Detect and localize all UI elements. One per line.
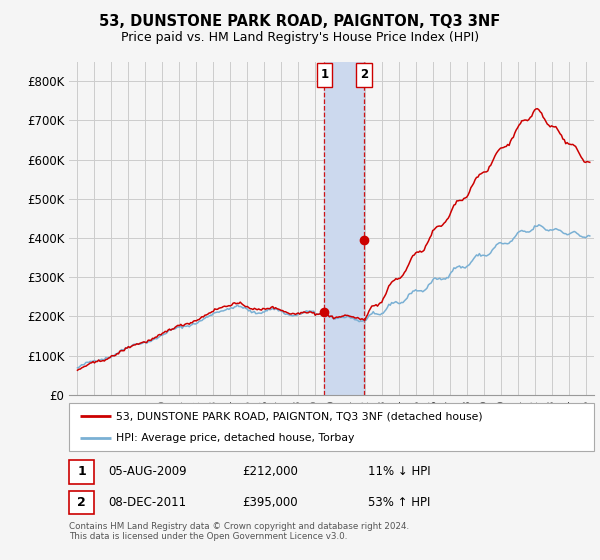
Text: Price paid vs. HM Land Registry's House Price Index (HPI): Price paid vs. HM Land Registry's House …: [121, 31, 479, 44]
Text: 11% ↓ HPI: 11% ↓ HPI: [368, 465, 431, 478]
Text: 53, DUNSTONE PARK ROAD, PAIGNTON, TQ3 3NF: 53, DUNSTONE PARK ROAD, PAIGNTON, TQ3 3N…: [100, 14, 500, 29]
Text: 2: 2: [360, 68, 368, 81]
Text: Contains HM Land Registry data © Crown copyright and database right 2024.
This d: Contains HM Land Registry data © Crown c…: [69, 522, 409, 542]
FancyBboxPatch shape: [356, 63, 371, 87]
Bar: [69, 491, 94, 514]
Text: £395,000: £395,000: [242, 496, 298, 509]
Text: HPI: Average price, detached house, Torbay: HPI: Average price, detached house, Torb…: [116, 433, 355, 443]
Text: 53, DUNSTONE PARK ROAD, PAIGNTON, TQ3 3NF (detached house): 53, DUNSTONE PARK ROAD, PAIGNTON, TQ3 3N…: [116, 411, 483, 421]
Bar: [325, 62, 364, 395]
Text: 08-DEC-2011: 08-DEC-2011: [109, 496, 187, 509]
Text: 2: 2: [77, 496, 86, 509]
Bar: [69, 460, 94, 483]
Text: 53% ↑ HPI: 53% ↑ HPI: [368, 496, 431, 509]
Text: 1: 1: [77, 465, 86, 478]
Text: 1: 1: [320, 68, 328, 81]
Text: 05-AUG-2009: 05-AUG-2009: [109, 465, 187, 478]
Text: £212,000: £212,000: [242, 465, 298, 478]
FancyBboxPatch shape: [317, 63, 332, 87]
